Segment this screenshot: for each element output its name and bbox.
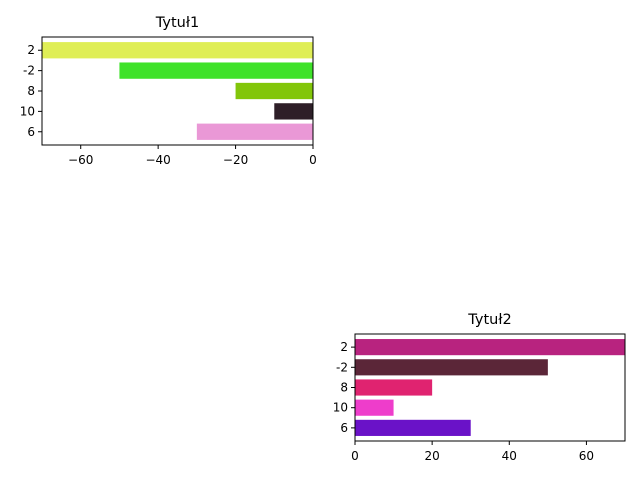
bar-4 bbox=[355, 419, 471, 436]
chart-tytul2: 2 -2 8 10 60 20 40 60 Tytuł2 bbox=[333, 312, 626, 463]
x-tick-label: 20 bbox=[425, 449, 440, 463]
y-tick-label: 10 bbox=[333, 401, 348, 415]
y-tick-label: 6 bbox=[27, 125, 35, 139]
bar-3 bbox=[355, 399, 394, 416]
bar-1 bbox=[355, 359, 548, 376]
bar-3 bbox=[274, 103, 313, 120]
y-tick-label: 2 bbox=[27, 43, 35, 57]
bar-1 bbox=[119, 62, 313, 79]
y-tick-label: 10 bbox=[20, 104, 35, 118]
bar-2 bbox=[235, 82, 313, 100]
y-tick-label: 6 bbox=[340, 421, 348, 435]
y-tick-label: 2 bbox=[340, 340, 348, 354]
bar-0 bbox=[42, 42, 313, 59]
x-tick-label: −40 bbox=[145, 153, 170, 167]
x-tick-label: 60 bbox=[579, 449, 594, 463]
chart-tytul1: 2 -2 8 10 6 −60 −40 −20 0 Tytuł1 bbox=[20, 15, 317, 167]
chart-title: Tytuł2 bbox=[467, 312, 511, 328]
bar-4 bbox=[196, 123, 313, 140]
y-tick-label: 8 bbox=[340, 381, 348, 395]
x-tick-label: 0 bbox=[309, 153, 317, 167]
y-tick-label: -2 bbox=[23, 64, 35, 78]
chart-title: Tytuł1 bbox=[155, 15, 199, 31]
x-tick-label: 0 bbox=[351, 449, 359, 463]
x-tick-label: −20 bbox=[223, 153, 248, 167]
bar-0 bbox=[355, 339, 625, 356]
x-tick-label: −60 bbox=[68, 153, 93, 167]
y-tick-label: -2 bbox=[336, 360, 348, 374]
bar-2 bbox=[355, 379, 433, 396]
x-tick-label: 40 bbox=[502, 449, 517, 463]
y-tick-label: 8 bbox=[27, 84, 35, 98]
